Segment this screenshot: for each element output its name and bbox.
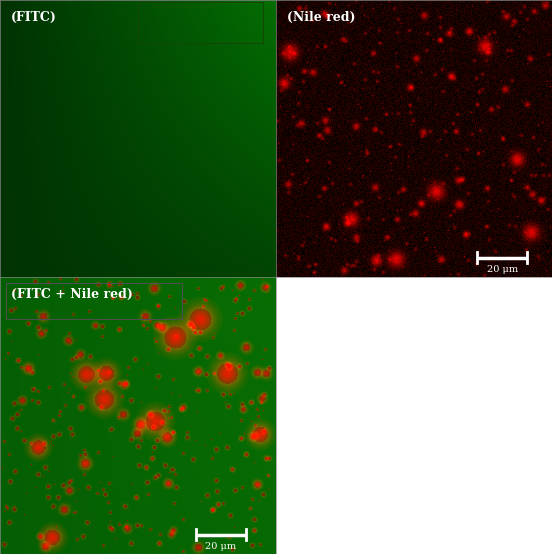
Text: (Nile red): (Nile red) (287, 11, 355, 24)
Bar (6, 283, 182, 319)
Text: (FITC): (FITC) (11, 11, 57, 24)
Text: (FITC + Nile red): (FITC + Nile red) (11, 288, 133, 301)
Text: 20 μm: 20 μm (487, 265, 518, 274)
Text: 20 μm: 20 μm (205, 542, 236, 551)
